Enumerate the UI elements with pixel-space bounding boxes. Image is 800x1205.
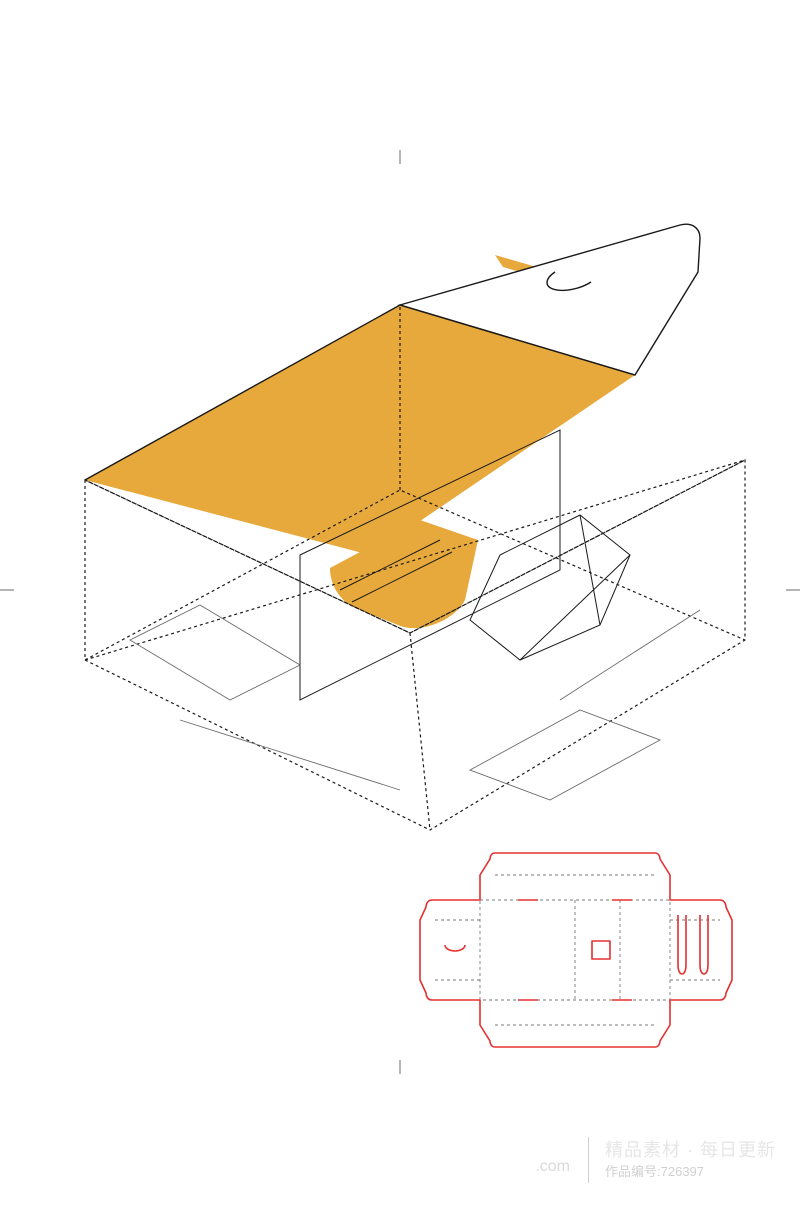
watermark-bar: 众图网 .com 精品素材 · 每日更新 作品编号:726397 — [0, 1115, 800, 1205]
watermark-tagline: 精品素材 · 每日更新 — [605, 1139, 776, 1161]
bottom-flaps — [130, 605, 700, 800]
watermark-brand-suffix: .com — [535, 1159, 570, 1175]
watermark-text: 精品素材 · 每日更新 作品编号:726397 — [605, 1139, 776, 1181]
watermark-id-label: 作品编号: — [605, 1164, 661, 1179]
watermark-id: 作品编号:726397 — [605, 1163, 776, 1181]
box-3d — [85, 224, 745, 830]
watermark-divider — [588, 1137, 589, 1183]
watermark-logo: 众图网 .com — [426, 1143, 570, 1177]
watermark-id-value: 726397 — [661, 1164, 704, 1179]
diagram-canvas — [0, 0, 800, 1205]
watermark-brand: 众图网 — [426, 1143, 531, 1177]
dieline — [420, 853, 732, 1047]
